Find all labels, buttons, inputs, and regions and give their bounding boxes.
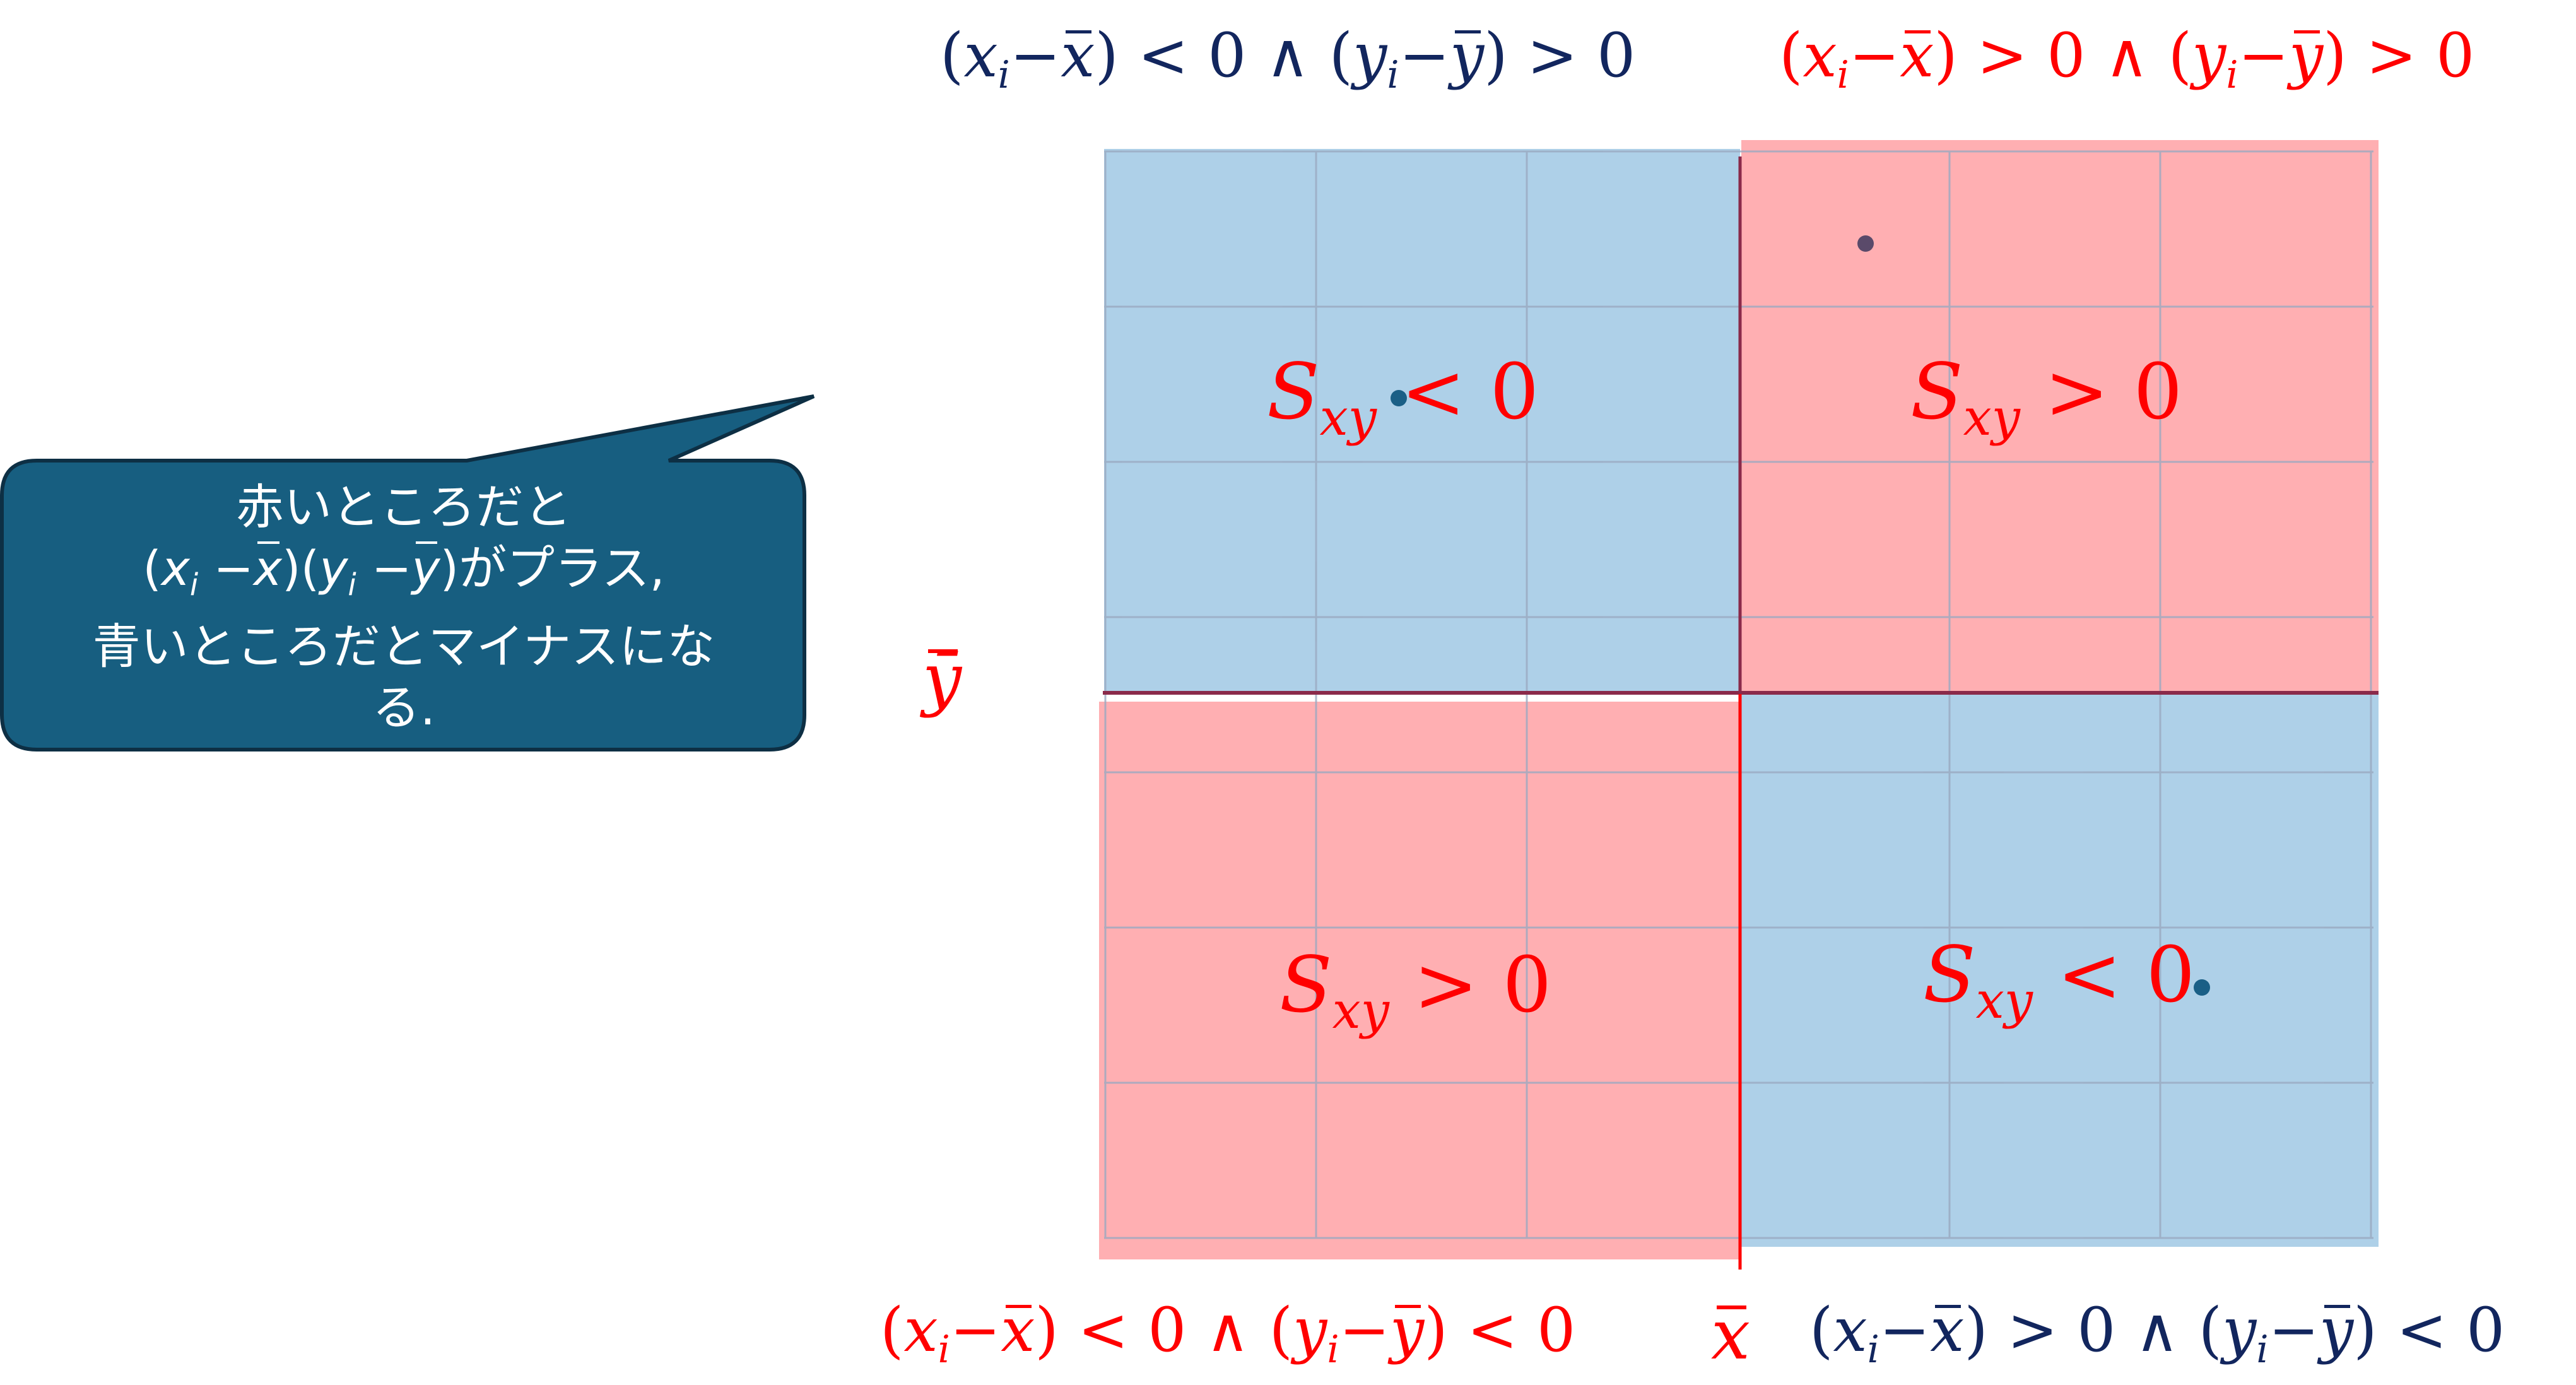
quadrant-label-top-left: Sxy < 0	[1267, 347, 1539, 447]
callout-line-3: 青いところだとマイナスにな	[92, 618, 715, 675]
condition-top-left: (xi−x) < 0 ∧ (yi−y) > 0	[940, 20, 1636, 97]
quadrant-bottom-left	[1099, 702, 1741, 1259]
callout-line-4: る.	[372, 680, 436, 736]
condition-bottom-left: (xi−x) < 0 ∧ (yi−y) < 0	[880, 1295, 1576, 1372]
quadrant-top-right	[1741, 140, 2379, 693]
callout-line-1: 赤いところだと	[236, 479, 572, 535]
y-mean-label: ȳ	[922, 638, 962, 719]
data-point	[2194, 979, 2210, 996]
quadrant-label-bottom-right: Sxy < 0	[1923, 930, 2196, 1030]
data-point	[1857, 235, 1874, 252]
callout-line-2: (xi −x)(yi −y)がプラス,	[50, 538, 757, 616]
condition-bottom-right: (xi−x) > 0 ∧ (yi−y) < 0	[1809, 1295, 2505, 1372]
quadrant-top-left	[1104, 149, 1740, 693]
callout-bubble	[0, 394, 815, 751]
callout-text: 赤いところだと (xi −x)(yi −y)がプラス, 青いところだとマイナスに…	[50, 476, 757, 738]
x-mean-label: x	[1711, 1294, 1751, 1375]
quadrant-label-top-right: Sxy > 0	[1910, 347, 2183, 447]
quadrant-label-bottom-left: Sxy > 0	[1279, 940, 1552, 1040]
condition-top-right: (xi−x) > 0 ∧ (yi−y) > 0	[1779, 20, 2475, 97]
data-point	[1391, 390, 1407, 406]
quadrant-bottom-right	[1741, 693, 2379, 1247]
